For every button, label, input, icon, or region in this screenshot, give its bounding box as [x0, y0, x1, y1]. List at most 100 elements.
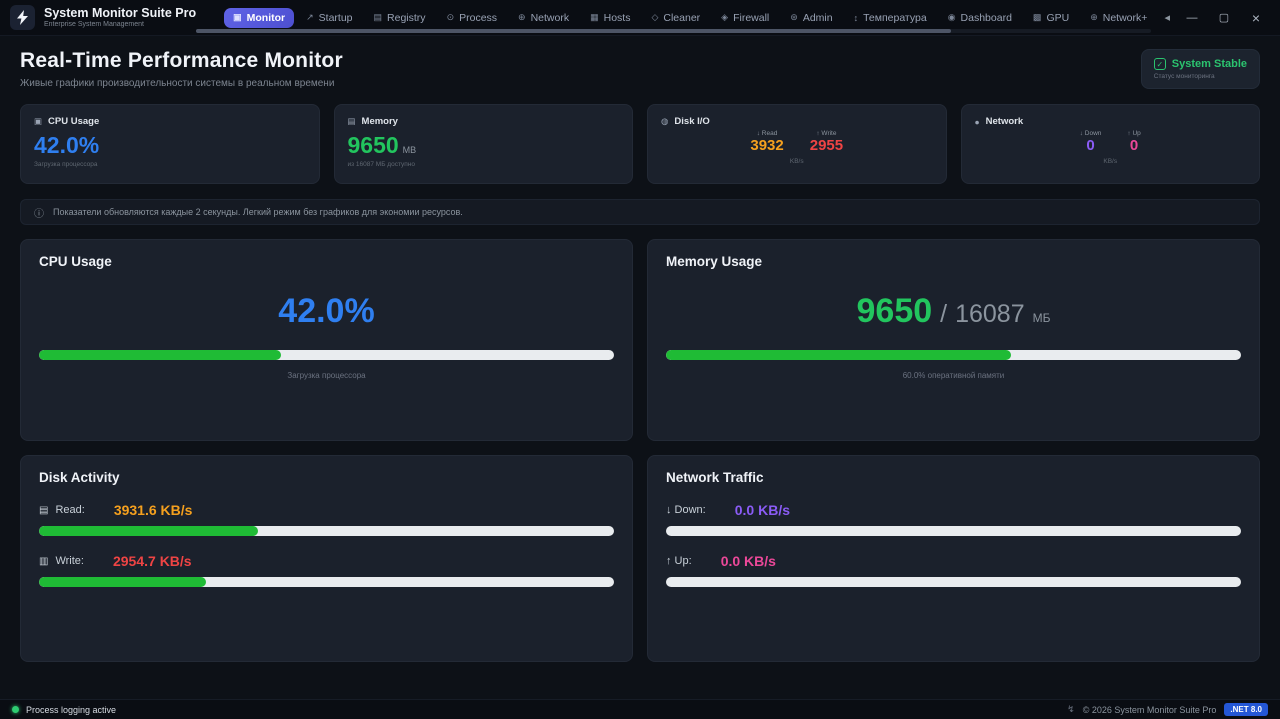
- panel-row-2: Disk Activity ▤ Read: 3931.6 KB/s ▥ Writ…: [20, 455, 1260, 662]
- memory-progress-track: [666, 350, 1241, 360]
- thermometer-icon: ↕: [853, 12, 859, 23]
- close-button[interactable]: ×: [1251, 9, 1261, 26]
- maximize-button[interactable]: ▢: [1218, 12, 1230, 24]
- read-value: 3932: [750, 137, 784, 154]
- tab-network[interactable]: ⊕ Network: [509, 8, 578, 28]
- read-progress-track: [39, 526, 614, 536]
- cpu-progress-track: [39, 350, 614, 360]
- page-title: Real-Time Performance Monitor: [20, 49, 343, 72]
- cpu-progress-fill: [39, 350, 281, 360]
- minimize-button[interactable]: —: [1186, 11, 1198, 24]
- memory-usage-panel: Memory Usage 9650 / 16087 МБ 60.0% опера…: [647, 239, 1260, 441]
- tab-label: Admin: [802, 11, 833, 24]
- tab-label: Registry: [387, 11, 426, 24]
- panel-caption: Загрузка процессора: [287, 371, 366, 380]
- tab-label: GPU: [1046, 11, 1070, 24]
- title-bar: System Monitor Suite Pro Enterprise Syst…: [0, 0, 1280, 36]
- status-caption: Статус мониторинга: [1153, 73, 1215, 80]
- down-label: ↓ Down:: [666, 504, 706, 516]
- card-caption: из 16087 МБ доступно: [347, 161, 415, 168]
- tab-scroll-left-button[interactable]: ◂: [1164, 12, 1170, 24]
- gauge-icon: ◉: [947, 12, 956, 22]
- tab-registry[interactable]: ▤ Registry: [365, 8, 435, 28]
- tab-process[interactable]: ⊙ Process: [438, 8, 506, 28]
- status-label: System Stable: [1171, 58, 1247, 70]
- tab-dashboard[interactable]: ◉ Dashboard: [939, 8, 1021, 28]
- main-content: Real-Time Performance Monitor Живые граф…: [0, 36, 1280, 662]
- wrench-icon: ⊛: [790, 12, 798, 22]
- memory-separator: /: [940, 300, 948, 328]
- tab-admin[interactable]: ⊛ Admin: [781, 8, 841, 28]
- network-card: ● Network ↓ Down 0 ↑ Up 0 KB/s: [960, 104, 1260, 184]
- tab-startup[interactable]: ↗ Startup: [297, 8, 361, 28]
- info-banner: ⓘ Показатели обновляются каждые 2 секунд…: [20, 199, 1260, 225]
- monitor-icon: ▣: [233, 12, 242, 22]
- page-header-text: Real-Time Performance Monitor Живые граф…: [20, 49, 343, 89]
- tab-scrollbar-thumb[interactable]: [196, 29, 951, 33]
- read-label: ↓ Read: [756, 130, 778, 137]
- shield-icon: ◈: [721, 12, 729, 22]
- tab-network-plus[interactable]: ⊕ Network+: [1081, 8, 1156, 28]
- system-status-badge: ✓ System Stable Статус мониторинга: [1140, 49, 1260, 89]
- tab-firewall[interactable]: ◈ Firewall: [712, 8, 778, 28]
- write-label: Write:: [55, 555, 84, 567]
- page-header: Real-Time Performance Monitor Живые граф…: [20, 49, 1260, 89]
- card-title: Network: [985, 116, 1024, 127]
- down-progress-track: [666, 526, 1241, 536]
- memory-card: ▤ Memory 9650 MB из 16087 МБ доступно: [333, 104, 633, 184]
- card-caption: Загрузка процессора: [34, 161, 98, 168]
- tab-label: Firewall: [733, 11, 770, 24]
- write-label: ↑ Write: [816, 130, 837, 137]
- read-progress-fill: [39, 526, 258, 536]
- registry-icon: ▤: [373, 12, 383, 22]
- tab-monitor[interactable]: ▣ Monitor: [224, 7, 295, 28]
- tab-cleaner[interactable]: ◇ Cleaner: [642, 8, 709, 28]
- write-progress-track: [39, 577, 614, 587]
- card-title: Memory: [361, 116, 398, 127]
- page-subtitle: Живые графики производительности системы…: [20, 78, 335, 89]
- disk-unit: KB/s: [789, 158, 804, 165]
- tab-scrollbar-track: [196, 29, 1151, 33]
- panel-title: CPU Usage: [39, 254, 112, 269]
- tab-label: Температура: [863, 11, 927, 24]
- nav-tabs: ▣ Monitor ↗ Startup ▤ Registry ⊙ Process…: [224, 7, 1156, 28]
- app-logo: [10, 5, 35, 30]
- up-value: 0: [1129, 137, 1139, 154]
- copyright-text: © 2026 System Monitor Suite Pro: [1082, 704, 1217, 715]
- write-speed-value: 2954.7 KB/s: [112, 553, 192, 569]
- panel-title: Disk Activity: [39, 470, 120, 485]
- dotnet-version-badge: .NET 8.0: [1224, 703, 1268, 716]
- tab-hosts[interactable]: ▦ Hosts: [581, 8, 639, 28]
- network-icon: ●: [974, 116, 980, 127]
- panel-caption: 60.0% оперативной памяти: [902, 371, 1005, 380]
- read-icon: ▤: [39, 504, 49, 516]
- memory-unit: МБ: [1032, 311, 1051, 325]
- tab-label: Process: [459, 11, 498, 24]
- spark-icon: ↯: [1067, 704, 1075, 714]
- up-label: ↑ Up:: [666, 555, 692, 567]
- tab-label: Network+: [1102, 11, 1148, 24]
- tab-label: Network: [530, 11, 570, 24]
- app-title: System Monitor Suite Pro: [44, 6, 197, 20]
- globe-icon: ⊕: [518, 12, 526, 22]
- memory-unit: MB: [402, 145, 417, 155]
- tab-temperature[interactable]: ↕ Температура: [845, 8, 936, 28]
- up-label: ↑ Up: [1127, 130, 1141, 137]
- cpu-icon: ▣: [34, 116, 43, 126]
- app-identity: System Monitor Suite Pro Enterprise Syst…: [44, 6, 196, 29]
- cpu-value: 42.0%: [34, 132, 100, 158]
- app-subtitle: Enterprise System Management: [44, 21, 144, 28]
- window-controls: — ▢ ×: [1178, 7, 1270, 29]
- card-title: CPU Usage: [48, 116, 100, 127]
- down-value: 0: [1086, 137, 1095, 154]
- card-title: Disk I/O: [674, 116, 710, 127]
- lightning-bolt-icon: [17, 10, 28, 25]
- tab-gpu[interactable]: ▩ GPU: [1024, 8, 1078, 28]
- memory-used-value: 9650: [856, 292, 933, 330]
- write-progress-fill: [39, 577, 206, 587]
- rocket-icon: ↗: [306, 12, 314, 22]
- tab-label: Dashboard: [960, 11, 1012, 24]
- cpu-big-value: 42.0%: [278, 292, 375, 330]
- up-speed-value: 0.0 KB/s: [720, 553, 776, 569]
- cpu-usage-card: ▣ CPU Usage 42.0% Загрузка процессора: [20, 104, 320, 184]
